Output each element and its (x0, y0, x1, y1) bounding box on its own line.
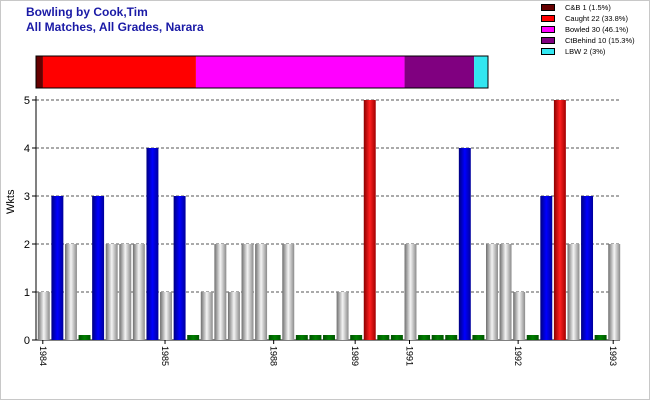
bar-22 (336, 292, 349, 340)
summary-segment-ctbehind (404, 56, 475, 88)
bar-5 (105, 244, 118, 340)
legend-label-cb: C&B 1 (1.5%) (565, 3, 611, 12)
bar-42 (608, 244, 621, 340)
legend-swatch-ctbehind (541, 37, 555, 44)
bar-27 (404, 244, 417, 340)
summary-segment-caught (42, 56, 196, 88)
bar-1 (51, 196, 64, 340)
bar-16 (255, 244, 268, 340)
bar-7 (132, 244, 145, 340)
bar-9 (160, 292, 172, 340)
bar-14 (227, 292, 240, 340)
bar-26 (390, 335, 403, 340)
bar-24 (363, 100, 376, 340)
bar-36 (526, 335, 539, 340)
legend-swatch-cb (541, 4, 555, 11)
x-tick-label-1988: 1988 (269, 346, 279, 366)
legend-label-lbw: LBW 2 (3%) (565, 47, 606, 56)
y-tick-label-5: 5 (24, 95, 30, 107)
bar-28 (418, 335, 431, 340)
bar-0 (37, 292, 50, 340)
bar-40 (581, 196, 594, 340)
summary-stacked-bar (35, 55, 489, 89)
bar-11 (187, 335, 200, 340)
y-tick-label-1: 1 (24, 287, 30, 299)
bar-33 (486, 244, 498, 340)
legend-swatch-lbw (541, 48, 555, 55)
y-tick-label-3: 3 (24, 191, 30, 203)
x-tick-label-1991: 1991 (404, 346, 414, 366)
bar-25 (377, 335, 390, 340)
x-tick-label-1989: 1989 (350, 346, 360, 366)
legend-label-caught: Caught 22 (33.8%) (565, 14, 628, 23)
y-tick-label-4: 4 (24, 143, 30, 155)
summary-segment-lbw (474, 56, 488, 88)
chart-title: Bowling by Cook,Tim (26, 5, 148, 19)
bar-38 (553, 100, 566, 340)
summary-bar-border (35, 55, 489, 89)
bar-35 (513, 292, 526, 340)
y-axis-label: Wkts (5, 189, 17, 214)
bar-17 (268, 335, 281, 340)
y-tick-label-0: 0 (24, 335, 30, 347)
x-tick-label-1984: 1984 (38, 346, 48, 366)
bar-6 (119, 244, 132, 340)
legend-label-bowled: Bowled 30 (46.1%) (565, 25, 629, 34)
bar-4 (92, 196, 105, 340)
y-tick-label-2: 2 (24, 239, 30, 251)
bar-19 (295, 335, 308, 340)
bar-13 (214, 244, 227, 340)
bar-31 (458, 148, 471, 340)
chart-subtitle: All Matches, All Grades, Narara (26, 20, 204, 34)
summary-segment-cb (36, 56, 43, 88)
bar-10 (173, 196, 186, 340)
legend-swatch-bowled (541, 26, 555, 33)
bar-12 (200, 292, 213, 340)
bar-18 (282, 244, 295, 340)
x-axis: 1984 1985 1988 1989 1991 1992 1993 (38, 340, 618, 366)
bar-21 (323, 335, 335, 340)
bar-29 (431, 335, 444, 340)
bar-series (37, 100, 621, 340)
bar-37 (540, 196, 553, 340)
x-tick-label-1993: 1993 (608, 346, 618, 366)
bar-20 (309, 335, 322, 340)
x-tick-label-1992: 1992 (513, 346, 523, 366)
x-tick-label-1985: 1985 (160, 346, 170, 366)
bar-41 (594, 335, 607, 340)
bar-30 (445, 335, 458, 340)
bar-2 (64, 244, 77, 340)
bar-32 (472, 335, 485, 340)
legend-swatch-caught (541, 15, 555, 22)
bar-15 (241, 244, 254, 340)
bar-23 (350, 335, 363, 340)
bar-8 (146, 148, 159, 340)
bar-39 (567, 244, 580, 340)
bar-3 (78, 335, 91, 340)
bar-34 (499, 244, 512, 340)
legend-label-ctbehind: CtBehind 10 (15.3%) (565, 36, 635, 45)
summary-segment-bowled (195, 56, 405, 88)
